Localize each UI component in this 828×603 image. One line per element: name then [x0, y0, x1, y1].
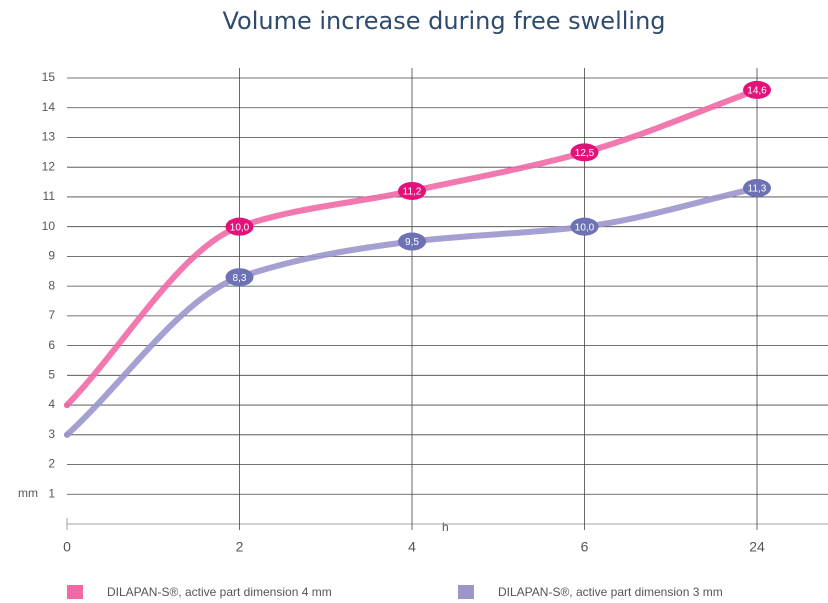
- label-marker: [570, 217, 599, 236]
- y-tick-label: 12: [42, 159, 56, 173]
- value-label: 11,3: [748, 184, 767, 195]
- label-marker: [225, 217, 254, 236]
- y-tick-label: 2: [48, 457, 55, 471]
- x-tick-label: 2: [236, 539, 244, 555]
- y-tick-label: 1: [48, 486, 55, 500]
- y-tick-label: 5: [48, 368, 55, 382]
- value-label: 12,5: [575, 148, 595, 159]
- y-tick-label: 8: [48, 278, 55, 292]
- x-unit: h: [442, 520, 449, 534]
- value-label: 9,5: [405, 237, 419, 248]
- label-marker: [398, 232, 426, 251]
- legend-label: DILAPAN-S®, active part dimension 3 mm: [498, 585, 723, 599]
- x-tick-label: 24: [749, 539, 765, 555]
- chart-title: Volume increase during free swelling: [222, 7, 665, 35]
- x-tick-label: 0: [63, 539, 71, 555]
- y-tick-label: 13: [42, 130, 56, 144]
- value-label: 10,0: [230, 222, 250, 233]
- y-tick-label: 6: [48, 338, 55, 352]
- x-tick-label: 4: [408, 539, 416, 555]
- label-marker: [398, 181, 426, 200]
- y-tick-label: 11: [43, 189, 56, 203]
- y-unit: mm: [18, 486, 38, 500]
- label-marker: [743, 80, 771, 99]
- y-tick-label: 7: [48, 308, 55, 322]
- x-tick-label: 6: [581, 539, 589, 555]
- y-tick-label: 10: [42, 219, 56, 233]
- value-label: 11,2: [403, 187, 422, 198]
- value-label: 14,6: [747, 86, 767, 97]
- legend-label: DILAPAN-S®, active part dimension 4 mm: [107, 585, 332, 599]
- y-tick-label: 4: [48, 397, 55, 411]
- legend-swatch: [458, 585, 474, 599]
- label-marker: [743, 179, 771, 198]
- point: [64, 431, 70, 438]
- legend-swatch: [67, 585, 83, 599]
- label-marker: [225, 268, 254, 287]
- y-tick-label: 14: [42, 100, 56, 114]
- y-tick-label: 3: [48, 427, 55, 441]
- value-label: 10,0: [575, 222, 595, 233]
- label-marker: [570, 143, 599, 162]
- y-tick-label: 15: [42, 70, 56, 84]
- y-tick-label: 9: [48, 249, 55, 263]
- point: [64, 402, 70, 409]
- value-label: 8,3: [233, 273, 247, 284]
